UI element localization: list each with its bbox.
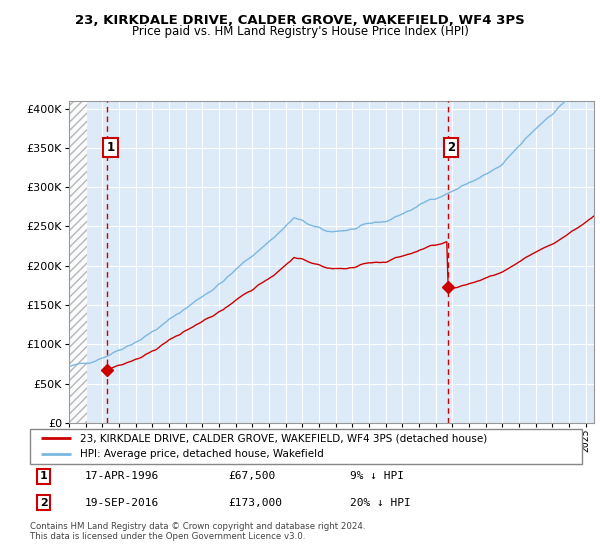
Text: 1: 1: [40, 471, 47, 481]
Bar: [69, 101, 87, 423]
Text: 23, KIRKDALE DRIVE, CALDER GROVE, WAKEFIELD, WF4 3PS (detached house): 23, KIRKDALE DRIVE, CALDER GROVE, WAKEFI…: [80, 433, 487, 444]
Text: 23, KIRKDALE DRIVE, CALDER GROVE, WAKEFIELD, WF4 3PS: 23, KIRKDALE DRIVE, CALDER GROVE, WAKEFI…: [75, 14, 525, 27]
Text: 20% ↓ HPI: 20% ↓ HPI: [350, 498, 411, 508]
Text: 1: 1: [106, 141, 115, 154]
Text: 17-APR-1996: 17-APR-1996: [85, 471, 160, 481]
Text: 19-SEP-2016: 19-SEP-2016: [85, 498, 160, 508]
Text: 2: 2: [447, 141, 455, 154]
Text: 9% ↓ HPI: 9% ↓ HPI: [350, 471, 404, 481]
Text: Contains HM Land Registry data © Crown copyright and database right 2024.
This d: Contains HM Land Registry data © Crown c…: [30, 522, 365, 542]
Text: Price paid vs. HM Land Registry's House Price Index (HPI): Price paid vs. HM Land Registry's House …: [131, 25, 469, 38]
Text: HPI: Average price, detached house, Wakefield: HPI: Average price, detached house, Wake…: [80, 449, 323, 459]
Text: £67,500: £67,500: [229, 471, 276, 481]
Text: 2: 2: [40, 498, 47, 508]
FancyBboxPatch shape: [30, 429, 582, 464]
Text: £173,000: £173,000: [229, 498, 283, 508]
